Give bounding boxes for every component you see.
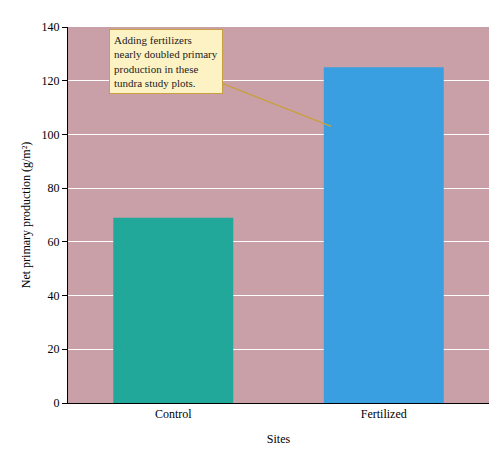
svg-text:Fertilized: Fertilized [361, 407, 407, 421]
svg-text:Sites: Sites [267, 432, 291, 446]
svg-text:80: 80 [48, 181, 60, 195]
svg-text:20: 20 [48, 342, 60, 356]
svg-text:60: 60 [48, 235, 60, 249]
svg-text:140: 140 [42, 20, 60, 34]
svg-text:100: 100 [42, 128, 60, 142]
svg-text:0: 0 [54, 396, 60, 410]
svg-text:40: 40 [48, 289, 60, 303]
svg-text:Net primary production (g/m²): Net primary production (g/m²) [19, 142, 33, 289]
svg-text:Adding fertilizersnearly doubl: Adding fertilizersnearly doubled primary… [114, 34, 218, 89]
svg-text:120: 120 [42, 74, 60, 88]
svg-text:Control: Control [155, 407, 192, 421]
